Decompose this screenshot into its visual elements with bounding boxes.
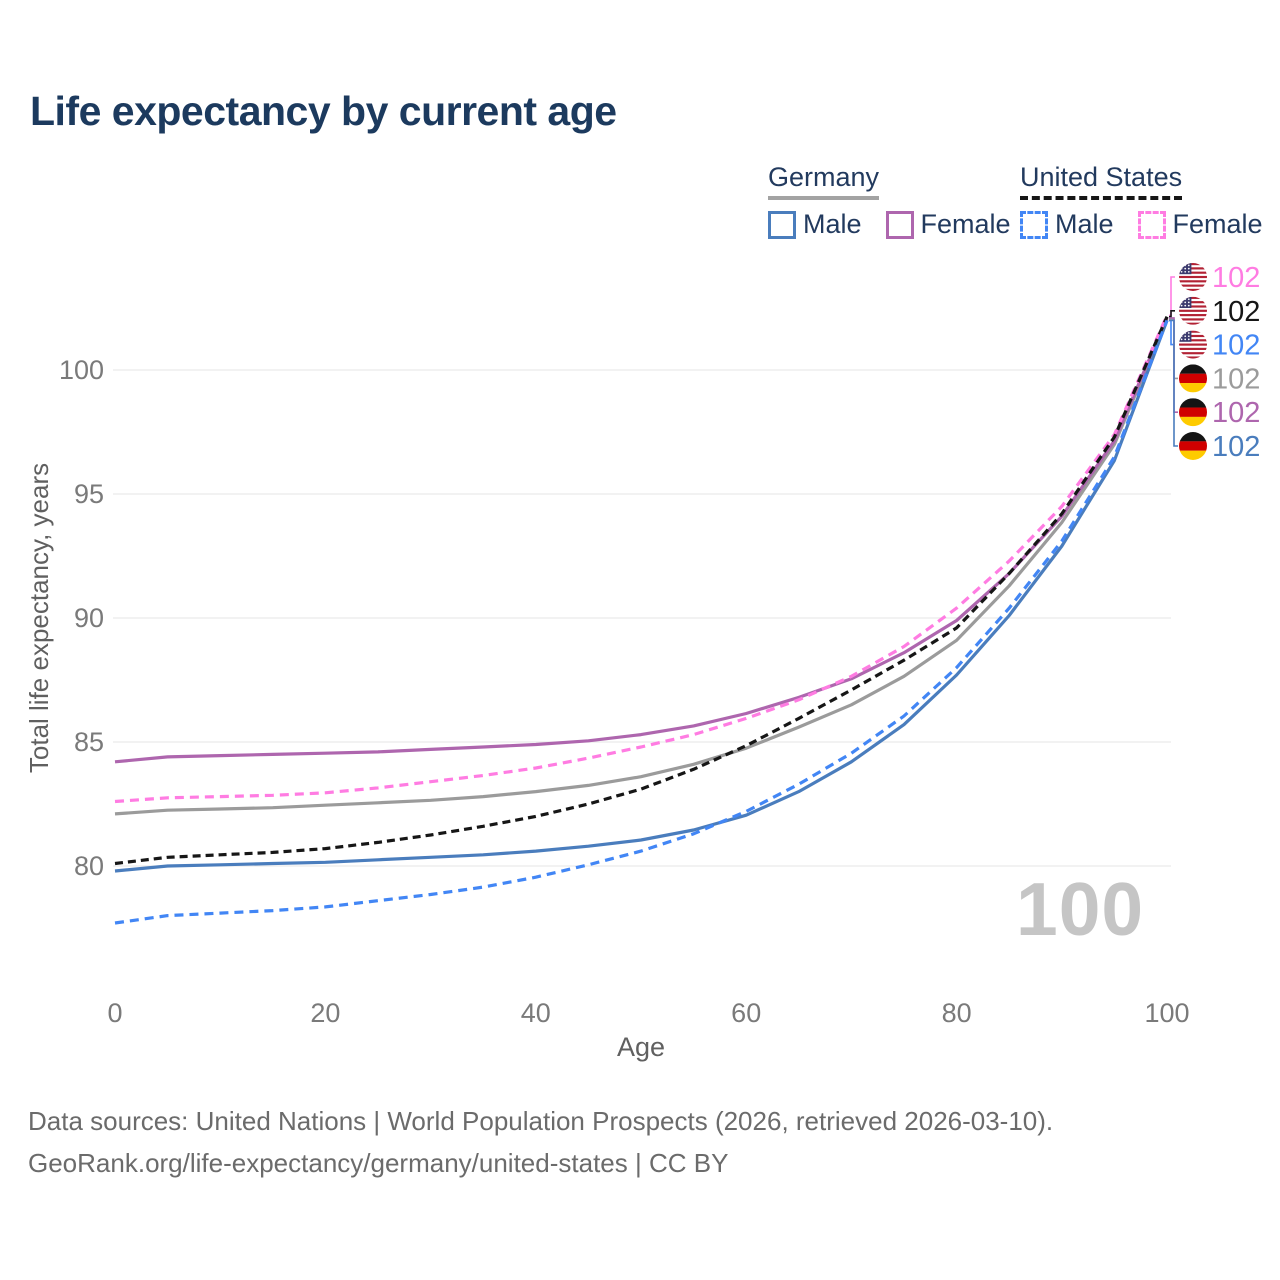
y-tick-label-90: 90	[74, 603, 104, 633]
legend-item-united-states-female[interactable]: Female	[1137, 209, 1263, 240]
y-tick-label-80: 80	[74, 851, 104, 881]
end-label-value-united-states: 102	[1212, 296, 1260, 328]
y-tick-label-100: 100	[59, 355, 104, 385]
watermark-age-indicator: 100	[1016, 867, 1145, 951]
end-label-connector-united-states-female	[1169, 276, 1175, 317]
end-label-flag-united-states-female	[1179, 263, 1207, 291]
series-lines	[114, 314, 1169, 925]
legend-label-germany-male: Male	[803, 209, 862, 239]
gridlines	[113, 369, 1171, 867]
series-line-united-states-male	[114, 319, 1169, 925]
y-tick-label-85: 85	[74, 727, 104, 757]
legend-label-united-states-female: Female	[1172, 209, 1263, 239]
x-tick-label-0: 0	[107, 998, 122, 1028]
axes: 80 85 90 95 100 0 20 40 60 80 100 Age Total life exp…	[24, 355, 1190, 1062]
end-label-flag-germany-female	[1179, 398, 1207, 426]
end-label-value-united-states-male: 102	[1212, 330, 1260, 362]
series-line-germany	[114, 318, 1169, 816]
legend-swatch-germany-male	[768, 210, 796, 239]
legend-item-germany-female[interactable]: Female	[885, 209, 1011, 240]
end-label-value-germany-female: 102	[1212, 397, 1260, 429]
end-label-flag-united-states-male	[1179, 331, 1207, 359]
legend-item-united-states-male[interactable]: Male	[1020, 209, 1114, 240]
legend-group-united-states: United States Male Female	[1020, 162, 1263, 240]
attribution-link-text[interactable]: GeoRank.org/life-expectancy/germany/unit…	[28, 1148, 729, 1178]
end-label-flag-united-states	[1179, 297, 1207, 325]
end-label-connector-germany-male	[1169, 319, 1178, 447]
end-label-connector-united-states	[1169, 309, 1175, 318]
legend-title-germany[interactable]: Germany	[768, 162, 880, 200]
series-line-united-states	[114, 316, 1169, 866]
x-tick-label-40: 40	[521, 998, 551, 1028]
x-tick-label-80: 80	[942, 998, 972, 1028]
end-label-flag-germany	[1179, 364, 1207, 392]
series-line-united-states-female	[114, 314, 1169, 804]
x-tick-label-100: 100	[1144, 998, 1189, 1028]
end-label-value-germany: 102	[1212, 363, 1260, 395]
legend-title-united-states[interactable]: United States	[1020, 162, 1183, 200]
series-line-germany-male	[114, 319, 1169, 873]
end-label-flag-germany-male	[1179, 432, 1207, 460]
end-label-value-united-states-female: 102	[1212, 262, 1260, 294]
x-tick-label-20: 20	[310, 998, 340, 1028]
end-label-value-germany-male: 102	[1212, 431, 1260, 463]
legend-swatch-germany-female	[885, 210, 914, 239]
legend-item-germany-male[interactable]: Male	[768, 209, 862, 240]
legend-swatch-united-states-male	[1020, 210, 1048, 239]
legend-group-germany: Germany Male Female	[768, 162, 1011, 240]
legend-swatch-united-states-female	[1137, 210, 1166, 239]
x-axis-title: Age	[617, 1032, 665, 1062]
legend-label-germany-female: Female	[920, 209, 1011, 239]
y-axis-title: Total life expectancy, years	[24, 463, 54, 773]
page-title: Life expectancy by current age	[30, 88, 617, 134]
series-line-germany-female	[114, 317, 1169, 764]
data-sources-text: Data sources: United Nations | World Pop…	[28, 1106, 1054, 1136]
legend-label-united-states-male: Male	[1055, 209, 1114, 239]
x-tick-label-60: 60	[731, 998, 761, 1028]
y-tick-label-95: 95	[74, 479, 104, 509]
